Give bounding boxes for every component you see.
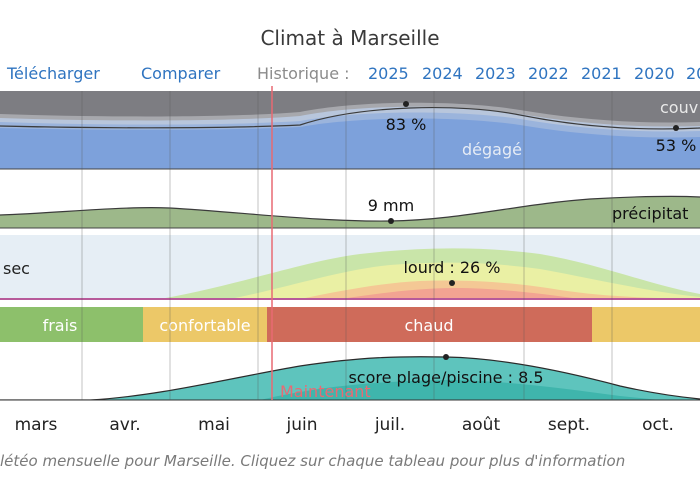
year-link-2022[interactable]: 2022 (528, 64, 569, 83)
temp-hot-label: chaud (404, 316, 453, 335)
month-label: mai (198, 415, 230, 435)
annotation-dot-clear-peak (403, 101, 409, 107)
climate-chart[interactable]: 83 % 53 % dégagé couv 9 mm précipitat lo… (0, 0, 700, 450)
temp-segment-comfortable-autumn (592, 307, 700, 342)
month-label: mars (15, 415, 58, 435)
annotation-dot-score (443, 354, 449, 360)
score-peak-label: score plage/piscine : 8.5 (348, 368, 543, 387)
annotation-dot-clear-autumn (673, 125, 679, 131)
precip-label: précipitat (612, 204, 688, 223)
year-link-2021[interactable]: 2021 (581, 64, 622, 83)
month-label: avr. (109, 415, 140, 435)
month-label: oct. (642, 415, 674, 435)
humidity-peak-label: lourd : 26 % (403, 258, 500, 277)
score-area-peak (260, 380, 660, 400)
precip-area (0, 196, 700, 228)
precip-min-label: 9 mm (368, 196, 414, 215)
month-gridlines (81, 91, 613, 400)
clear-label: dégagé (462, 140, 522, 159)
temp-comfortable-label: confortable (159, 316, 250, 335)
dry-label: sec (3, 259, 30, 278)
temp-cool-label: frais (43, 316, 78, 335)
download-link[interactable]: Télécharger (7, 64, 100, 83)
toolbar: Télécharger Comparer Historique : 2025 2… (0, 64, 700, 86)
month-label: juin (286, 415, 318, 435)
score-line (0, 356, 700, 400)
month-label: sept. (548, 415, 590, 435)
clear-peak-label: 83 % (386, 115, 427, 134)
chart-caption: létéo mensuelle pour Marseille. Cliquez … (0, 452, 626, 470)
year-link-2023[interactable]: 2023 (475, 64, 516, 83)
precip-line (0, 195, 700, 222)
temperature-panel[interactable]: frais confortable chaud (0, 307, 700, 342)
annotation-dot-precip-min (388, 218, 394, 224)
year-link-2025[interactable]: 2025 (368, 64, 409, 83)
year-link-partial[interactable]: 20 (686, 64, 700, 83)
cloud-cover-panel[interactable]: 83 % 53 % dégagé couv (0, 91, 700, 170)
month-axis: mars avr. mai juin juil. août sept. oct. (15, 415, 674, 435)
score-panel[interactable] (0, 356, 700, 400)
precipitation-panel[interactable]: 9 mm précipitat (0, 173, 700, 229)
month-label: juil. (374, 415, 405, 435)
oppressive-band (340, 288, 580, 299)
annotation-dot-humidity (449, 280, 455, 286)
clear-autumn-label: 53 % (656, 136, 697, 155)
temp-segment-hot (267, 307, 592, 342)
year-link-2024[interactable]: 2024 (422, 64, 463, 83)
overcast-label: couv (660, 98, 698, 117)
cloud-boundary-line (0, 106, 700, 130)
history-label: Historique : (257, 64, 350, 83)
compare-link[interactable]: Comparer (141, 64, 221, 83)
clear-band (0, 118, 700, 169)
temp-segment-comfortable (143, 307, 267, 342)
humidity-panel[interactable]: lourd : 26 % sec (0, 235, 700, 300)
year-link-2020[interactable]: 2020 (634, 64, 675, 83)
now-label: Maintenant (280, 382, 371, 401)
temp-segment-cool (0, 307, 143, 342)
month-label: août (462, 415, 501, 435)
page-title: Climat à Marseille (260, 26, 440, 50)
